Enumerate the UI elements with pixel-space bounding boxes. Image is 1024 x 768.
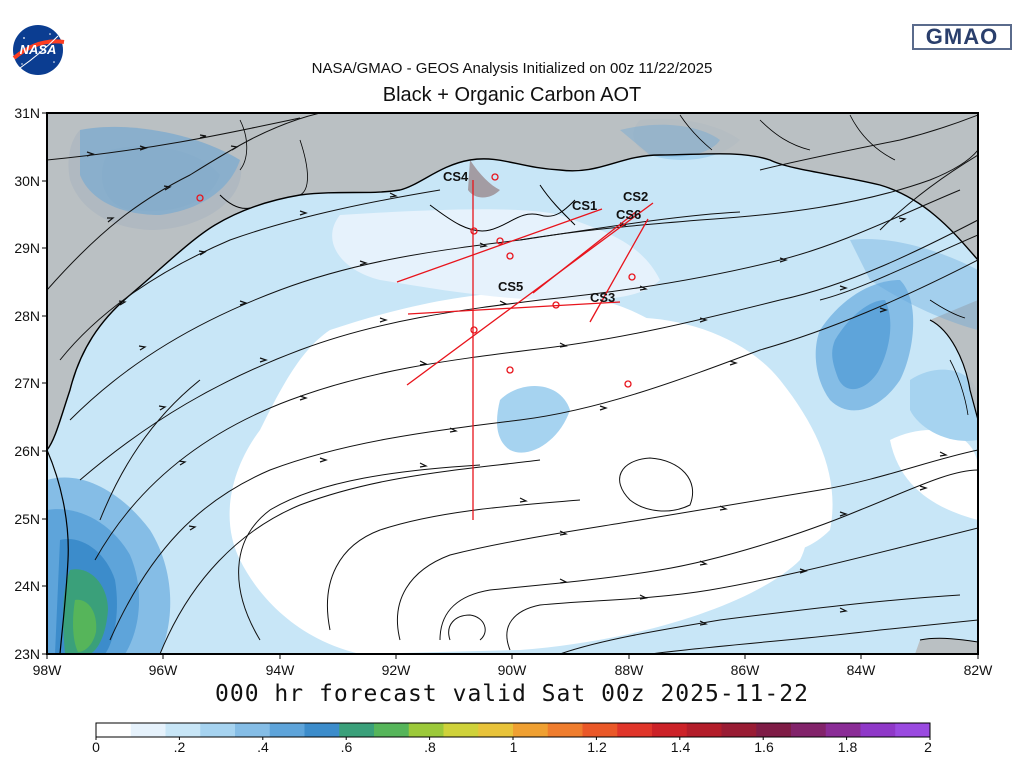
station-marker (506, 366, 514, 374)
lon-tick: 94W (266, 662, 296, 678)
station-marker (470, 326, 478, 334)
cs4-label: CS4 (443, 169, 469, 184)
colorbar-swatch (304, 723, 340, 737)
cs3-line (407, 301, 621, 315)
plot-title: Black + Organic Carbon AOT (382, 84, 642, 106)
lon-tick: 82W (964, 662, 994, 678)
station-marker (496, 237, 504, 245)
lon-tick: 92W (382, 662, 412, 678)
colorbar-swatch (825, 723, 861, 737)
station-marker (470, 227, 478, 235)
colorbar-swatch (269, 723, 305, 737)
colorbar-swatch (721, 723, 757, 737)
colorbar-swatch (686, 723, 722, 737)
lat-tick: 26N (14, 443, 40, 459)
gmao-logo: GMAO (912, 24, 1012, 50)
page-title: NASA/GMAO - GEOS Analysis Initialized on… (311, 60, 713, 77)
colorbar-labels: 0 .2 .4 .6 .8 1 1.2 1.4 1.6 1.8 2 (92, 739, 932, 755)
cross-section-lines (396, 180, 654, 520)
lat-tick: 27N (14, 375, 40, 391)
colorbar-swatch (617, 723, 653, 737)
colorbar (95, 722, 931, 740)
cs1-line (396, 208, 603, 283)
station-marker (196, 194, 204, 202)
cross-section-labels: CS4 CS1 CS2 CS6 CS5 CS3 (443, 169, 648, 305)
lon-tick: 90W (498, 662, 528, 678)
colorbar-swatch (513, 723, 549, 737)
colorbar-swatch (895, 723, 931, 737)
colorbar-swatch (756, 723, 792, 737)
colorbar-swatch (791, 723, 827, 737)
colorbar-swatch (652, 723, 688, 737)
station-markers (196, 173, 636, 388)
cs2-label: CS2 (623, 189, 648, 204)
colorbar-swatch (582, 723, 618, 737)
lon-axis: 98W 96W 94W 92W 90W 88W 86W 84W 82W (33, 654, 994, 678)
lat-tick: 30N (14, 173, 40, 189)
station-marker (624, 380, 632, 388)
colorbar-swatch (374, 723, 410, 737)
lat-tick: 28N (14, 308, 40, 324)
lon-tick: 88W (615, 662, 645, 678)
lat-tick: 31N (14, 105, 40, 121)
cs2-line (406, 202, 654, 386)
cs6-line (589, 218, 649, 323)
colorbar-label: 0 (92, 739, 100, 755)
lat-tick: 24N (14, 578, 40, 594)
cs3-label: CS3 (590, 290, 615, 305)
station-marker (628, 273, 636, 281)
cs6-label: CS6 (616, 207, 641, 222)
svg-text:NASA: NASA (20, 42, 57, 57)
colorbar-label: 2 (924, 739, 932, 755)
colorbar-swatch (130, 723, 166, 737)
colorbar-label: 1 (510, 739, 518, 755)
colorbar-swatch (860, 723, 896, 737)
cs5-label: CS5 (498, 279, 523, 294)
station-marker (491, 173, 499, 181)
forecast-valid-label: 000 hr forecast valid Sat 00z 2025-11-22 (215, 681, 809, 707)
cs5-line (532, 210, 638, 294)
streamlines (47, 113, 978, 654)
lat-tick: 25N (14, 511, 40, 527)
colorbar-swatch (200, 723, 236, 737)
colorbar-label: 1.2 (587, 739, 607, 755)
colorbar-swatch (235, 723, 271, 737)
colorbar-swatch (408, 723, 444, 737)
colorbar-label: 1.6 (754, 739, 774, 755)
colorbar-label: .8 (424, 739, 436, 755)
lat-tick: 23N (14, 646, 40, 662)
station-marker (552, 301, 560, 309)
colorbar-swatch (165, 723, 201, 737)
lon-tick: 96W (149, 662, 179, 678)
colorbar-label: .6 (341, 739, 353, 755)
lat-axis: 31N 30N 29N 28N 27N 26N 25N 24N 23N (14, 105, 47, 662)
lon-tick: 98W (33, 662, 63, 678)
lon-tick: 86W (731, 662, 761, 678)
colorbar-swatch (339, 723, 375, 737)
lat-tick: 29N (14, 240, 40, 256)
cs1-label: CS1 (572, 198, 597, 213)
colorbar-swatch (547, 723, 583, 737)
colorbar-label: .2 (174, 739, 186, 755)
colorbar-swatch (478, 723, 514, 737)
nasa-logo: NASA (12, 25, 65, 75)
lon-tick: 84W (847, 662, 877, 678)
station-marker (506, 252, 514, 260)
colorbar-swatch (443, 723, 479, 737)
colorbar-label: .4 (257, 739, 269, 755)
colorbar-label: 1.8 (838, 739, 858, 755)
colorbar-label: 1.4 (671, 739, 691, 755)
colorbar-swatch (96, 723, 132, 737)
